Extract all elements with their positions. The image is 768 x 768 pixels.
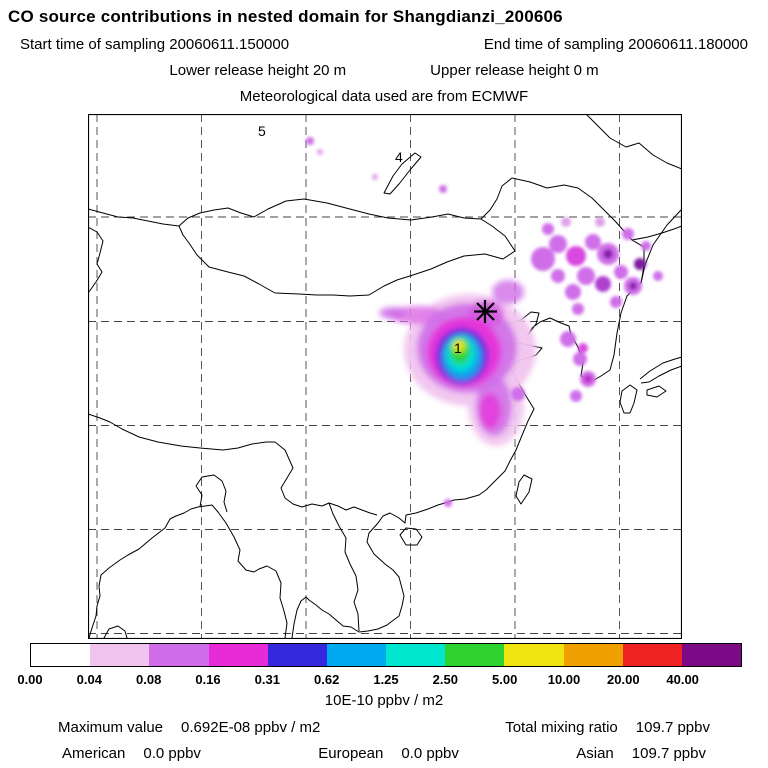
regions-line: American 0.0 ppbv European 0.0 ppbv Asia… xyxy=(0,745,768,762)
colorbar-segment xyxy=(149,644,209,666)
colorbar-tick-label: 0.16 xyxy=(195,672,221,687)
colorbar-tick-label: 0.08 xyxy=(136,672,162,687)
receptor-marker-icon xyxy=(474,300,497,323)
maximum-value-number: 0.692E-08 ppbv / m2 xyxy=(181,719,321,736)
stats-line: Maximum value 0.692E-08 ppbv / m2 Total … xyxy=(0,719,768,736)
colorbar-tick-label: 0.00 xyxy=(17,672,43,687)
plume-scattered xyxy=(306,137,663,507)
colorbar-tick-label: 0.04 xyxy=(76,672,102,687)
region-american: American 0.0 ppbv xyxy=(62,745,201,762)
colorbar-segment xyxy=(326,644,387,666)
colorbar-tick-label: 40.00 xyxy=(666,672,699,687)
colorbar-tick-label: 0.31 xyxy=(254,672,280,687)
colorbar-swatches xyxy=(31,644,742,666)
maximum-value-label: Maximum value xyxy=(58,719,164,736)
colorbar-labels: 0.00 0.04 0.08 0.16 0.31 0.62 1.25 2.50 5.00 10.0… xyxy=(17,672,742,688)
end-time-text: End time of sampling 20060611.180000 xyxy=(483,36,748,53)
region-asian-value: 109.7 ppbv xyxy=(631,745,706,762)
map-panel: 5 4 1 xyxy=(88,114,682,639)
colorbar-tick-label: 10.00 xyxy=(547,672,581,687)
colorbar-segment xyxy=(504,644,564,666)
colorbar-segment xyxy=(681,644,742,666)
region-european-value: 0.0 ppbv xyxy=(401,745,459,762)
map-frame xyxy=(88,114,682,639)
map-annotations: 5 4 1 xyxy=(258,123,462,356)
figure-title: CO source contributions in nested domain… xyxy=(8,7,563,26)
region-european-label: European xyxy=(318,745,384,762)
region-american-value: 0.0 ppbv xyxy=(143,745,201,762)
colorbar-tick-label: 0.62 xyxy=(314,672,340,687)
graticule xyxy=(88,114,682,639)
colorbar-segment xyxy=(445,644,505,666)
colorbar-tick-label: 5.00 xyxy=(492,672,518,687)
upper-release-text: Upper release height 0 m xyxy=(430,62,599,79)
region-asian: Asian 109.7 ppbv xyxy=(576,745,706,762)
sampling-times-line: Start time of sampling 20060611.150000 E… xyxy=(0,36,768,53)
colorbar xyxy=(30,643,742,667)
region-asian-label: Asian xyxy=(576,745,614,762)
colorbar-segment xyxy=(622,644,682,666)
map-label-1: 1 xyxy=(454,340,462,356)
colorbar-tick-label: 1.25 xyxy=(373,672,399,687)
maximum-value: Maximum value 0.692E-08 ppbv / m2 xyxy=(58,719,320,736)
colorbar-segment xyxy=(563,644,623,666)
colorbar-segment xyxy=(386,644,446,666)
colorbar-segment xyxy=(90,644,150,666)
map-label-5: 5 xyxy=(258,123,266,139)
colorbar-units-label: 10E-10 ppbv / m2 xyxy=(324,692,444,709)
colorbar-segment xyxy=(267,644,327,666)
start-time-text: Start time of sampling 20060611.150000 xyxy=(20,36,290,53)
colorbar-segment xyxy=(208,644,268,666)
colorbar-tick-label: 20.00 xyxy=(607,672,640,687)
meteorology-line: Meteorological data used are from ECMWF xyxy=(239,88,529,105)
total-mixing-ratio-label: Total mixing ratio xyxy=(505,719,618,736)
total-mixing-ratio-number: 109.7 ppbv xyxy=(635,719,710,736)
region-american-label: American xyxy=(62,745,126,762)
plume-main xyxy=(379,280,536,446)
region-european: European 0.0 ppbv xyxy=(318,745,459,762)
total-mixing-ratio: Total mixing ratio 109.7 ppbv xyxy=(505,719,710,736)
release-heights-line: Lower release height 20 m Upper release … xyxy=(0,62,768,79)
lower-release-text: Lower release height 20 m xyxy=(169,62,347,79)
colorbar-tick-label: 2.50 xyxy=(432,672,458,687)
map-label-4: 4 xyxy=(395,149,403,165)
colorbar-segment xyxy=(31,644,91,666)
